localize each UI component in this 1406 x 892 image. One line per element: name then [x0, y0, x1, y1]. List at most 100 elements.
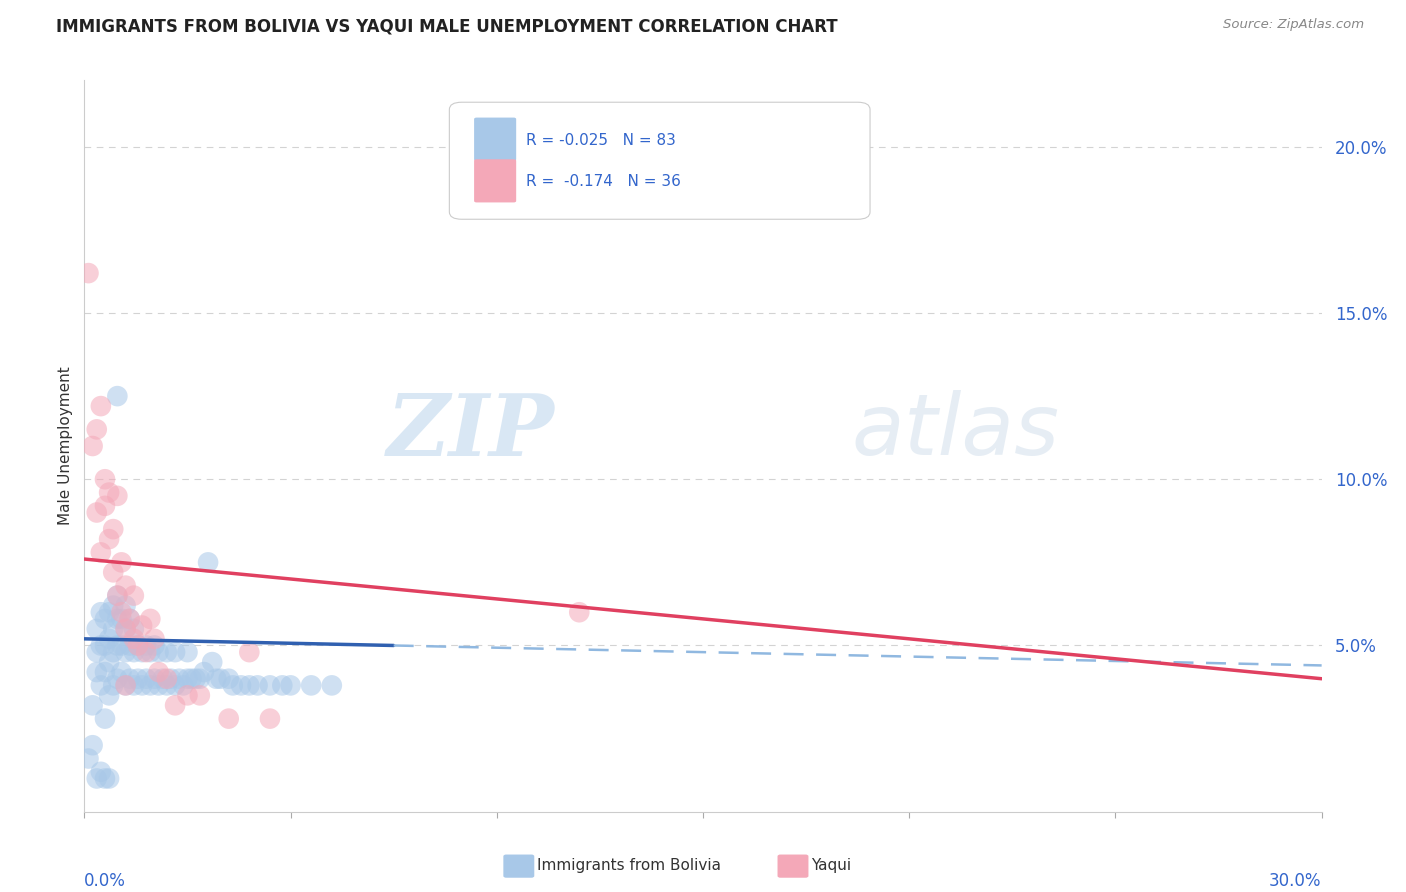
Point — [238, 645, 260, 659]
Point — [114, 678, 136, 692]
Point — [118, 612, 141, 626]
Point — [103, 622, 125, 636]
Point — [152, 672, 174, 686]
Point — [114, 599, 136, 613]
Point — [114, 678, 136, 692]
Point — [135, 672, 157, 686]
Point — [135, 639, 157, 653]
Text: atlas: atlas — [852, 390, 1060, 473]
Point — [218, 712, 240, 726]
Point — [105, 389, 128, 403]
Point — [82, 738, 104, 752]
Point — [246, 678, 269, 692]
Text: R = -0.025   N = 83: R = -0.025 N = 83 — [526, 133, 676, 148]
Point — [156, 645, 179, 659]
Point — [86, 622, 108, 636]
Point — [105, 672, 128, 686]
Point — [127, 672, 149, 686]
Point — [209, 672, 232, 686]
Point — [259, 678, 281, 692]
Point — [90, 545, 112, 559]
Point — [86, 422, 108, 436]
Point — [172, 678, 194, 692]
Point — [105, 639, 128, 653]
Text: 30.0%: 30.0% — [1270, 871, 1322, 889]
Point — [143, 632, 166, 646]
Point — [259, 712, 281, 726]
Point — [184, 672, 207, 686]
Point — [188, 689, 211, 703]
Point — [94, 665, 117, 679]
Point — [139, 645, 162, 659]
Point — [143, 672, 166, 686]
Point — [135, 645, 157, 659]
Point — [238, 678, 260, 692]
Point — [176, 645, 198, 659]
Point — [131, 678, 153, 692]
Point — [98, 689, 121, 703]
Point — [165, 698, 187, 713]
Point — [103, 599, 125, 613]
Point — [201, 655, 224, 669]
Point — [82, 439, 104, 453]
Point — [568, 605, 591, 619]
Point — [110, 555, 132, 569]
Text: 0.0%: 0.0% — [84, 871, 127, 889]
Point — [122, 678, 145, 692]
Point — [103, 566, 125, 580]
Point — [299, 678, 322, 692]
Point — [148, 645, 170, 659]
Point — [90, 678, 112, 692]
Point — [103, 678, 125, 692]
Point — [110, 605, 132, 619]
Point — [229, 678, 252, 692]
Point — [86, 645, 108, 659]
Point — [105, 589, 128, 603]
Point — [103, 522, 125, 536]
Point — [280, 678, 302, 692]
Point — [110, 612, 132, 626]
Point — [127, 639, 149, 653]
Point — [114, 622, 136, 636]
Point — [98, 485, 121, 500]
Point — [193, 665, 215, 679]
Point — [127, 639, 149, 653]
Point — [165, 645, 187, 659]
Point — [165, 678, 187, 692]
Point — [148, 678, 170, 692]
Point — [122, 632, 145, 646]
Point — [131, 618, 153, 632]
Point — [139, 612, 162, 626]
FancyBboxPatch shape — [450, 103, 870, 219]
Point — [98, 655, 121, 669]
Point — [321, 678, 343, 692]
Point — [156, 678, 179, 692]
Point — [218, 672, 240, 686]
Point — [131, 645, 153, 659]
Point — [105, 489, 128, 503]
Point — [122, 589, 145, 603]
Point — [98, 605, 121, 619]
Point — [143, 639, 166, 653]
Point — [86, 665, 108, 679]
Point — [118, 639, 141, 653]
Point — [98, 632, 121, 646]
Point — [271, 678, 294, 692]
Text: R =  -0.174   N = 36: R = -0.174 N = 36 — [526, 174, 681, 189]
Point — [114, 645, 136, 659]
Point — [86, 772, 108, 786]
Text: IMMIGRANTS FROM BOLIVIA VS YAQUI MALE UNEMPLOYMENT CORRELATION CHART: IMMIGRANTS FROM BOLIVIA VS YAQUI MALE UN… — [56, 18, 838, 36]
Point — [176, 689, 198, 703]
Point — [222, 678, 245, 692]
Text: Yaqui: Yaqui — [811, 858, 852, 872]
Point — [110, 665, 132, 679]
Point — [77, 751, 100, 765]
Point — [86, 506, 108, 520]
Point — [176, 672, 198, 686]
Point — [98, 532, 121, 546]
Point — [114, 622, 136, 636]
Text: Immigrants from Bolivia: Immigrants from Bolivia — [537, 858, 721, 872]
Point — [139, 678, 162, 692]
Point — [110, 639, 132, 653]
Y-axis label: Male Unemployment: Male Unemployment — [58, 367, 73, 525]
